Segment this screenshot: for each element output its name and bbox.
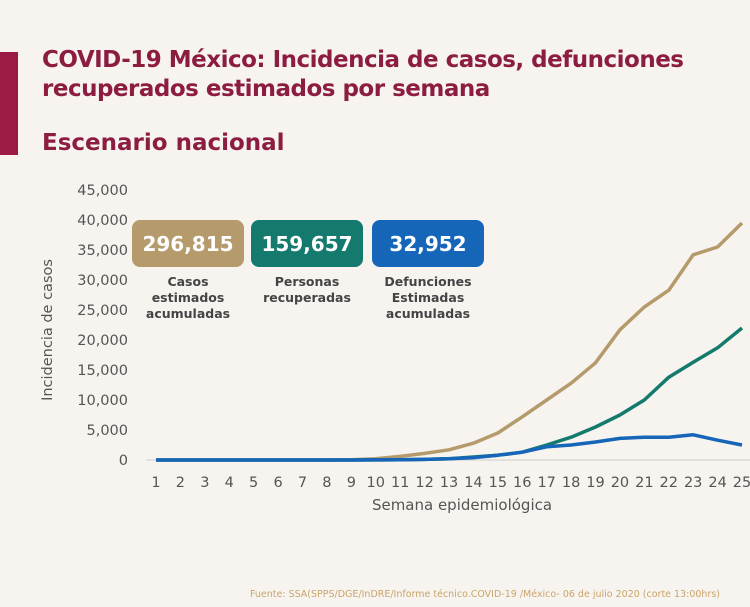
title-line-1: COVID-19 México: Incidencia de casos, de… [42,47,684,73]
x-tick-label: 10 [367,475,385,491]
y-tick-label: 20,000 [77,333,128,349]
kpi-value: 296,815 [132,220,244,267]
kpi-label: Defunciones Estimadas acumuladas [384,274,472,321]
x-tick-label: 22 [660,475,678,491]
x-tick-label: 15 [489,475,507,491]
x-tick-label: 18 [562,475,580,491]
y-tick-label: 30,000 [77,273,128,289]
x-tick-label: 6 [273,475,282,491]
kpi-label: Casos estimados acumuladas [145,274,231,321]
y-tick-label: 15,000 [77,363,128,379]
x-tick-label: 13 [440,475,458,491]
x-tick-label: 21 [635,475,653,491]
y-tick-label: 0 [119,453,128,469]
x-tick-label: 23 [684,475,702,491]
x-tick-label: 20 [611,475,629,491]
page-title: COVID-19 México: Incidencia de casos, de… [42,46,684,104]
y-axis-label: Incidencia de casos [40,259,56,401]
x-tick-label: 2 [176,475,185,491]
x-tick-label: 12 [415,475,433,491]
kpi-value: 32,952 [372,220,484,267]
x-tick-label: 14 [464,475,482,491]
y-tick-label: 25,000 [77,303,128,319]
x-tick-label: 25 [733,475,750,491]
x-tick-label: 19 [586,475,604,491]
x-tick-label: 24 [708,475,726,491]
series-line-3 [156,433,743,462]
y-tick-label: 40,000 [77,213,128,229]
y-tick-label: 5,000 [86,423,128,439]
x-tick-label: 9 [347,475,356,491]
x-tick-label: 3 [200,475,209,491]
series-line-2 [156,326,744,462]
x-axis-label: Semana epidemiológica [372,496,552,514]
source-note: Fuente: SSA(SPPS/DGE/InDRE/Informe técni… [249,589,720,600]
x-tick-label: 8 [322,475,331,491]
x-tick-label: 7 [298,475,307,491]
page-subtitle: Escenario nacional [42,130,285,156]
x-tick-label: 16 [513,475,531,491]
kpi-value: 159,657 [251,220,363,267]
title-line-2: recuperados estimados por semana [42,76,490,102]
x-tick-label: 5 [249,475,258,491]
kpi-label: Personas recuperadas [263,274,351,305]
y-tick-label: 35,000 [77,243,128,259]
x-tick-label: 1 [151,475,160,491]
accent-bar [0,52,18,155]
y-tick-label: 45,000 [77,183,128,199]
x-tick-label: 11 [391,475,409,491]
x-tick-label: 17 [537,475,555,491]
y-tick-label: 10,000 [77,393,128,409]
x-tick-label: 4 [225,475,234,491]
